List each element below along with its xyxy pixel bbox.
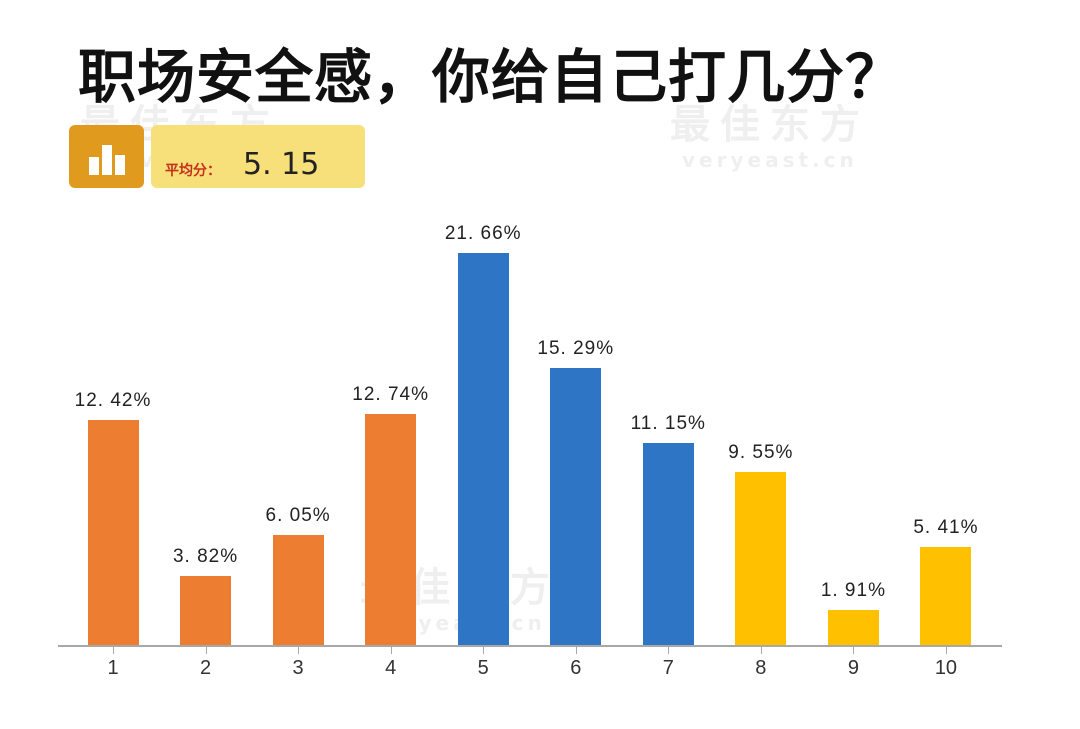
value-label: 12. 42% bbox=[74, 390, 152, 412]
x-tick-label: 1 bbox=[107, 657, 119, 679]
x-tick bbox=[853, 647, 855, 654]
x-tick-label: 2 bbox=[199, 657, 212, 679]
value-label: 1. 91% bbox=[820, 580, 886, 602]
x-axis bbox=[58, 645, 1002, 647]
value-label: 11. 15% bbox=[630, 413, 706, 435]
bar-6 bbox=[550, 368, 602, 645]
x-tick bbox=[945, 647, 947, 654]
value-label: 9. 55% bbox=[728, 442, 794, 464]
bar-2 bbox=[180, 575, 232, 645]
average-score-label: 平均分： bbox=[165, 163, 221, 179]
bar-4 bbox=[365, 414, 417, 645]
x-tick bbox=[483, 647, 485, 654]
x-tick bbox=[760, 647, 762, 654]
x-tick-label: 7 bbox=[662, 657, 674, 679]
x-tick-label: 8 bbox=[755, 657, 767, 679]
value-label: 15. 29% bbox=[537, 338, 615, 360]
x-tick-label: 6 bbox=[570, 657, 582, 679]
bar-10 bbox=[920, 547, 972, 645]
average-score-value: 5. 15 bbox=[243, 147, 320, 182]
value-label: 3. 82% bbox=[172, 545, 239, 567]
value-label: 21. 66% bbox=[444, 222, 522, 244]
value-label: 6. 05% bbox=[265, 505, 331, 527]
x-tick-label: 4 bbox=[385, 657, 397, 679]
value-label: 12. 74% bbox=[352, 384, 429, 406]
bar-9 bbox=[827, 610, 879, 645]
average-score-badge: 平均分： 5. 15 bbox=[151, 125, 365, 188]
x-tick bbox=[205, 647, 207, 654]
bar-1 bbox=[87, 420, 139, 645]
x-tick bbox=[113, 647, 114, 654]
x-tick bbox=[575, 647, 577, 654]
x-tick-label: 5 bbox=[477, 657, 489, 679]
x-tick-label: 10 bbox=[934, 657, 958, 679]
x-tick-label: 9 bbox=[847, 657, 859, 679]
bar-3 bbox=[272, 535, 324, 645]
page-title: 职场安全感，你给自己打几分？ bbox=[78, 43, 905, 111]
x-tick bbox=[668, 647, 670, 654]
bar-5 bbox=[457, 252, 509, 645]
x-tick bbox=[298, 647, 300, 654]
bar-7 bbox=[642, 443, 694, 645]
x-tick bbox=[390, 647, 392, 654]
bar-8 bbox=[735, 472, 787, 645]
x-tick-label: 3 bbox=[292, 657, 304, 679]
value-label: 5. 41% bbox=[913, 517, 979, 539]
bar-chart-icon bbox=[69, 125, 144, 188]
